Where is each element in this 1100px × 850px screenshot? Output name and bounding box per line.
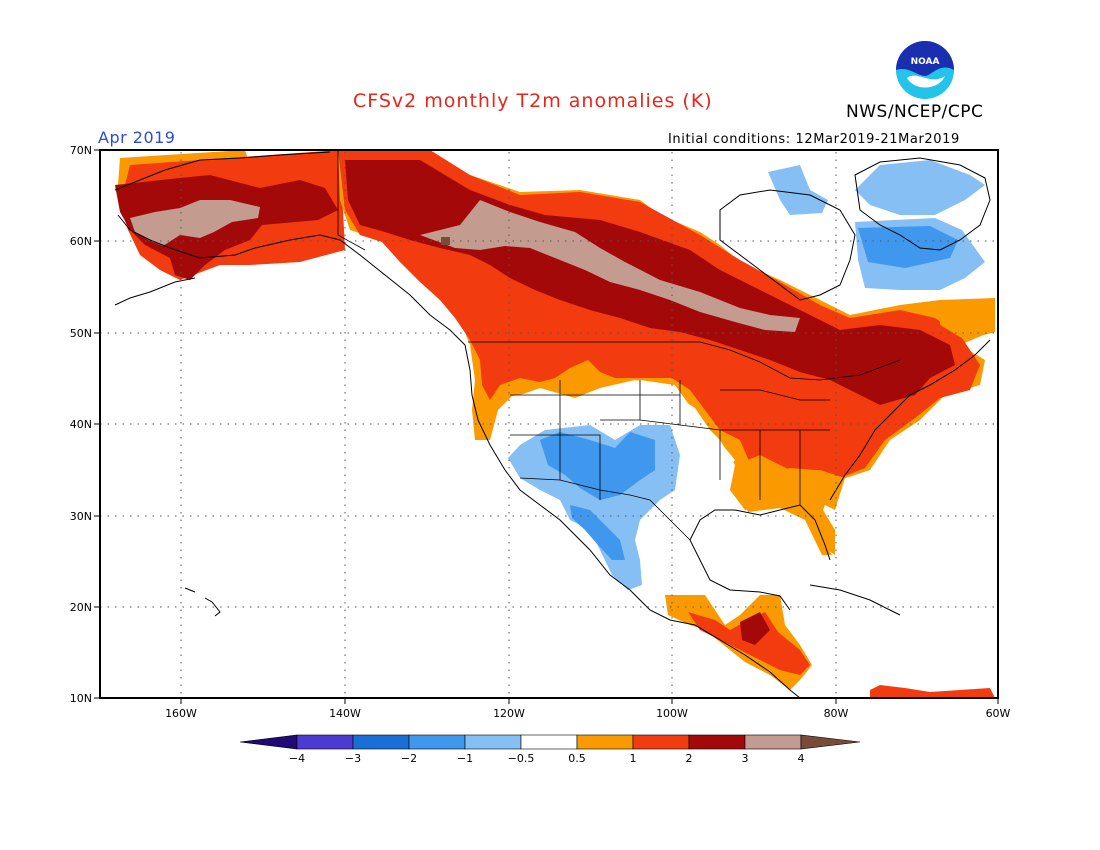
legend-swatch: [520, 734, 578, 750]
anomaly-region-arctic-blue: [768, 165, 828, 215]
lon-label: 80W: [824, 707, 849, 720]
legend-swatch: [408, 734, 466, 750]
lat-label: 50N: [70, 327, 92, 340]
tick-marks: [94, 149, 999, 704]
legend-arrow-high: [800, 734, 861, 750]
lat-label: 60N: [70, 235, 92, 248]
border-states: [510, 380, 830, 505]
lat-label: 40N: [70, 418, 92, 431]
logo-text: NOAA: [911, 57, 940, 67]
anomaly-region-hudson-blue-core: [858, 226, 958, 268]
lat-label: 30N: [70, 510, 92, 523]
legend-swatch: [688, 734, 746, 750]
legend-label: 3: [742, 752, 749, 765]
border-us-canada: [468, 341, 901, 381]
anomaly-region-canada-tan: [420, 200, 800, 332]
coastline-hawaii: [184, 587, 221, 617]
legend-label: −2: [401, 752, 417, 765]
anomaly-region-ne-orange: [940, 298, 995, 340]
lat-label: 20N: [70, 601, 92, 614]
anomaly-region-alaska-darkred: [115, 175, 338, 280]
anomaly-region-caribbean-red: [870, 685, 995, 698]
political-borders: [337, 150, 901, 541]
map-title: CFSv2 monthly T2m anomalies (K): [353, 90, 713, 112]
legend-label: −0.5: [508, 752, 535, 765]
anomaly-region-centralam-red: [688, 612, 810, 675]
legend-arrow-low: [239, 734, 298, 750]
lon-label: 100W: [656, 707, 688, 720]
legend-swatch: [576, 734, 634, 750]
legend-swatch: [296, 734, 354, 750]
coastlines: [114, 151, 991, 699]
border-alaska-canada: [337, 150, 366, 251]
coastline-cuba: [809, 584, 901, 616]
legend-label: −4: [289, 752, 305, 765]
legend-swatch: [352, 734, 410, 750]
anomaly-field: [115, 150, 995, 698]
lon-label: 140W: [329, 707, 361, 720]
valid-month-label: Apr 2019: [98, 128, 176, 147]
anomaly-region-southwest-blue: [540, 432, 655, 500]
coastline-east: [829, 339, 991, 501]
noaa-logo-icon: NOAA: [896, 41, 954, 99]
coastline-greenland: [854, 157, 991, 251]
anomaly-region-southeast-orange: [735, 455, 845, 555]
coastline-alaska: [114, 151, 801, 699]
anomaly-region-centralam-darkred: [740, 612, 770, 645]
color-legend: −4 −3 −2 −1 −0.5 0.5 1 2 3 4: [239, 734, 861, 765]
anomaly-region-mexico-blue: [570, 505, 625, 560]
legend-label: −3: [345, 752, 361, 765]
legend-label: −1: [457, 752, 473, 765]
lon-label: 160W: [165, 707, 197, 720]
agency-label: NWS/NCEP/CPC: [846, 102, 984, 122]
legend-swatch: [632, 734, 690, 750]
lon-label: 120W: [493, 707, 525, 720]
coastline-aleutians: [114, 277, 196, 306]
coastline-gulf: [689, 504, 831, 611]
anomaly-region-baffin-blue: [855, 160, 985, 215]
legend-label: 2: [686, 752, 693, 765]
lat-label: 10N: [70, 692, 92, 705]
lon-label: 60W: [986, 707, 1011, 720]
legend-label: 0.5: [568, 752, 586, 765]
legend-label: 1: [630, 752, 637, 765]
legend-swatch: [464, 734, 522, 750]
lat-label: 70N: [70, 144, 92, 157]
anomaly-region-alaska-tan: [130, 200, 260, 246]
graticule: [100, 152, 997, 697]
legend-swatch: [744, 734, 802, 750]
longitude-labels: 160W 140W 120W 100W 80W 60W: [165, 707, 1010, 720]
latitude-labels: 10N 20N 30N 40N 50N 60N 70N: [70, 144, 92, 705]
initial-conditions-label: Initial conditions: 12Mar2019-21Mar2019: [668, 132, 960, 147]
coastline-hudson: [719, 189, 856, 301]
legend-label: 4: [798, 752, 805, 765]
